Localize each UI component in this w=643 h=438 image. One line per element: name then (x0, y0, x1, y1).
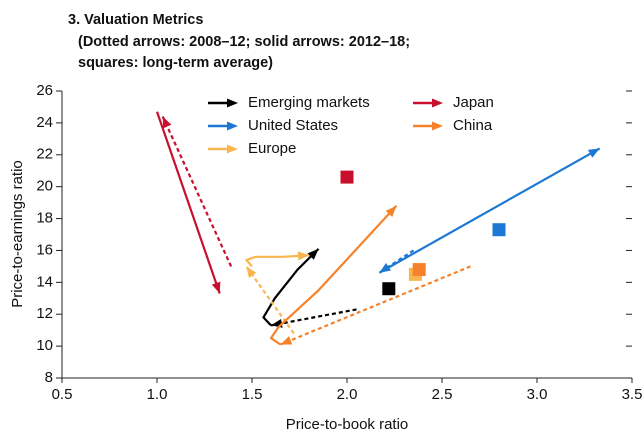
x-axis-label: Price-to-book ratio (286, 416, 409, 433)
arrowhead (307, 248, 319, 260)
average-square (412, 263, 426, 277)
average-square (492, 223, 506, 237)
chart-title: 3. Valuation Metrics (68, 12, 203, 28)
legend-label: Emerging markets (248, 94, 370, 111)
legend-label: Japan (453, 94, 494, 111)
arrowhead (271, 318, 283, 328)
legend-arrowhead (227, 144, 238, 154)
arrowhead (385, 205, 397, 217)
dotted-arrow (161, 116, 233, 267)
y-tick-label: 10 (36, 337, 53, 354)
x-tick-label: 1.5 (242, 386, 263, 403)
x-tick-label: 3.0 (527, 386, 548, 403)
solid-arrow (378, 147, 601, 274)
arrowhead (246, 266, 257, 278)
dotted-arrow (280, 265, 471, 346)
y-tick-label: 22 (36, 146, 53, 163)
legend-label: Europe (248, 140, 296, 157)
legend-arrowhead (432, 121, 443, 131)
legend-label: United States (248, 117, 338, 134)
solid-arrow (269, 205, 398, 346)
chart-subtitle: squares: long-term average) (78, 55, 273, 71)
x-tick-label: 2.5 (432, 386, 453, 403)
y-tick-label: 8 (45, 369, 53, 386)
arrowhead (211, 281, 221, 294)
y-tick-label: 12 (36, 305, 53, 322)
legend-label: China (453, 117, 493, 134)
chart-subtitle: (Dotted arrows: 2008–12; solid arrows: 2… (78, 34, 410, 50)
x-tick-label: 3.5 (622, 386, 643, 403)
average-square (382, 282, 396, 296)
dotted-arrow (270, 308, 357, 327)
arrowhead (162, 116, 172, 129)
arrowhead (280, 336, 293, 345)
x-tick-label: 1.0 (147, 386, 168, 403)
y-tick-label: 20 (36, 178, 53, 195)
y-tick-label: 16 (36, 241, 53, 258)
y-tick-label: 26 (36, 82, 53, 99)
solid-arrow (262, 248, 320, 327)
average-square (340, 170, 354, 184)
solid-arrow (155, 111, 221, 294)
x-tick-label: 0.5 (52, 386, 73, 403)
legend-arrowhead (227, 121, 238, 131)
x-tick-label: 2.0 (337, 386, 358, 403)
y-tick-label: 24 (36, 114, 53, 131)
y-tick-label: 14 (36, 273, 53, 290)
legend-arrowhead (227, 98, 238, 108)
y-tick-label: 18 (36, 210, 53, 227)
legend-arrowhead (432, 98, 443, 108)
solid-arrow (245, 254, 310, 268)
y-axis-label: Price-to-earnings ratio (9, 160, 26, 308)
arrowhead (297, 251, 309, 261)
arrowhead (587, 148, 600, 158)
